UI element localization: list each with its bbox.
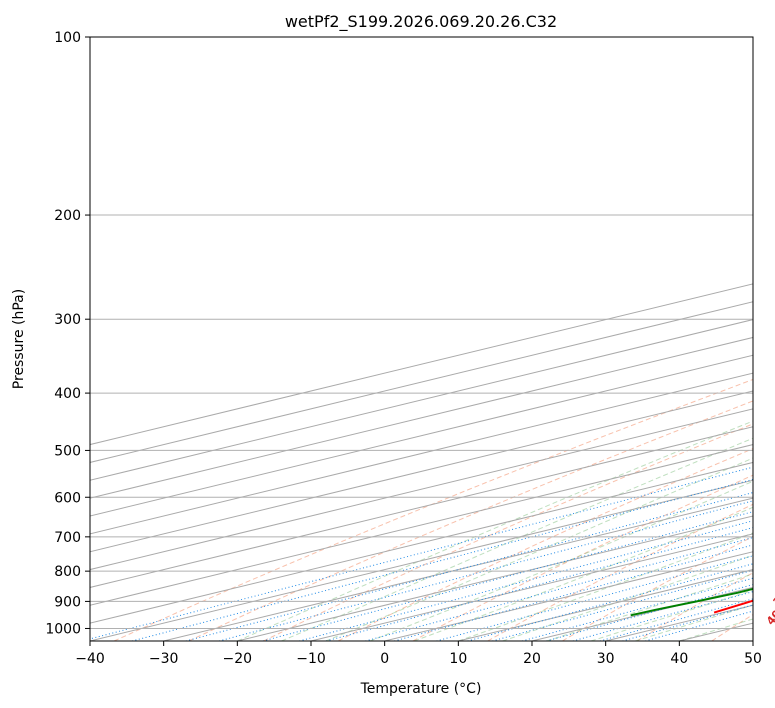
isotherm-label: 30: [771, 588, 775, 608]
x-tick-label: −10: [296, 651, 326, 667]
isotherm-line: [90, 390, 753, 553]
moist-adiabat: [281, 437, 753, 641]
y-tick-label: 700: [54, 530, 81, 546]
plot-background: [90, 37, 753, 641]
mixing-ratio-line: [436, 555, 753, 641]
isotherm-label: 40: [764, 607, 775, 627]
y-tick-label: 900: [54, 594, 81, 610]
x-tick-label: 50: [744, 651, 762, 667]
x-tick-label: 30: [597, 651, 615, 667]
x-tick-label: −30: [149, 651, 179, 667]
x-tick-label: −40: [75, 651, 105, 667]
y-tick-label: 100: [54, 30, 81, 46]
isotherm-line: [90, 408, 753, 571]
isotherm-line: [90, 461, 753, 624]
moist-adiabat: [237, 420, 753, 641]
x-tick-label: 20: [523, 651, 541, 667]
isotherm-line: [90, 283, 753, 446]
y-tick-label: 500: [54, 443, 81, 459]
dry-adiabat: [188, 400, 753, 641]
y-tick-label: 300: [54, 312, 81, 328]
isotherm-line: [90, 301, 753, 463]
isotherm-line: [90, 319, 753, 481]
isotherm-line: [90, 479, 753, 641]
isotherm-line: [90, 444, 753, 606]
mixing-ratio-line: [262, 511, 753, 641]
isotherm-line: [310, 533, 753, 641]
dry-adiabat: [113, 378, 753, 641]
isotherm-line: [90, 426, 753, 588]
y-tick-label: 200: [54, 208, 81, 224]
background-lines: [90, 283, 753, 641]
moist-adiabat: [502, 554, 753, 641]
isotherm-line: [237, 515, 753, 641]
x-tick-label: 0: [380, 651, 389, 667]
mixing-ratio-line: [131, 478, 753, 641]
y-tick-label: 1000: [45, 621, 81, 637]
line-labels: -100-90-80-70-60-50-40-30-20-10010203040…: [764, 588, 775, 628]
moist-adiabat: [546, 573, 753, 641]
chart-title: wetPf2_S199.2026.069.20.26.C32: [285, 12, 557, 32]
y-axis: 100 200 300 400 500 600 700 800 900 1000: [45, 30, 90, 637]
x-axis-title: Temperature (°C): [360, 681, 482, 697]
mixing-ratio-line: [394, 544, 753, 641]
x-axis: −40 −30 −20 −10 0 10 20 30 40 50: [75, 641, 762, 667]
dry-adiabat: [562, 535, 753, 641]
plot-frame: [89, 36, 754, 642]
mixing-ratio-line: [365, 537, 753, 641]
y-axis-title: Pressure (hPa): [11, 289, 27, 389]
x-tick-label: 40: [670, 651, 688, 667]
x-tick-label: 10: [449, 651, 467, 667]
x-tick-label: −20: [223, 651, 253, 667]
isotherm-line: [90, 336, 753, 499]
y-tick-label: 600: [54, 490, 81, 506]
pressure-gridlines: [90, 37, 753, 629]
y-tick-label: 400: [54, 386, 81, 402]
y-tick-label: 800: [54, 564, 81, 580]
moist-adiabat: [369, 480, 753, 641]
isotherm-line: [163, 497, 753, 641]
isotherm-line: [752, 640, 753, 641]
